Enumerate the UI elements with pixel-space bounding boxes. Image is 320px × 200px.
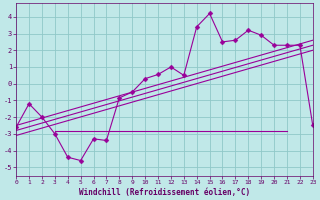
X-axis label: Windchill (Refroidissement éolien,°C): Windchill (Refroidissement éolien,°C)	[79, 188, 250, 197]
